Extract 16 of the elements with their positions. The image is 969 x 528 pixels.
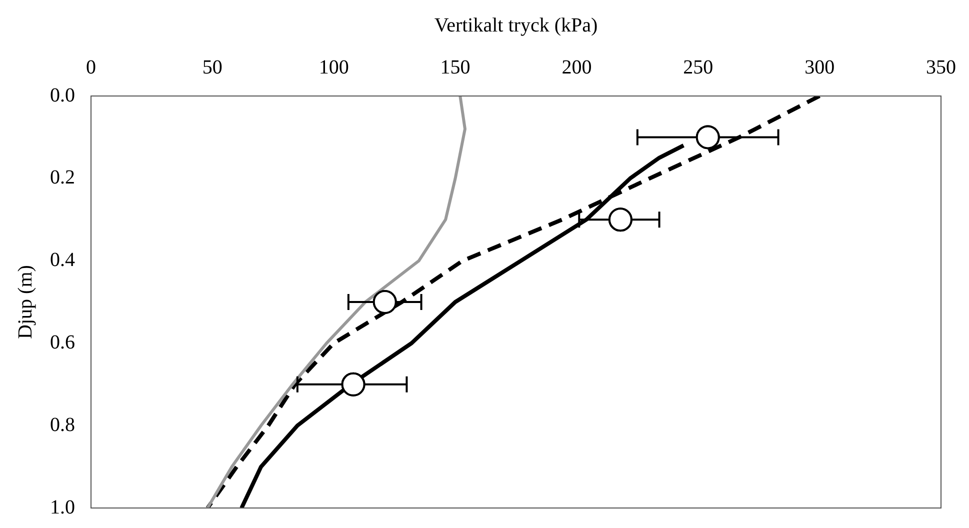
y-axis-title: Djup (m) xyxy=(14,265,36,339)
y-tick-label: 1.0 xyxy=(50,496,75,518)
x-tick-label: 200 xyxy=(562,56,592,78)
x-tick-label: 350 xyxy=(926,56,956,78)
x-axis-title: Vertikalt tryck (kPa) xyxy=(434,14,598,36)
x-tick-label: 100 xyxy=(318,56,349,78)
y-tick-label: 0.0 xyxy=(50,84,75,106)
y-tick-label: 0.6 xyxy=(50,331,75,354)
x-tick-label: 150 xyxy=(440,56,470,78)
x-tick-label: 0 xyxy=(86,56,96,78)
x-tick-label: 250 xyxy=(683,56,714,78)
y-tick-label: 0.2 xyxy=(50,166,75,189)
x-tick-label: 50 xyxy=(202,56,222,78)
y-tick-label: 0.8 xyxy=(50,414,75,436)
y-tick-label: 0.4 xyxy=(50,249,75,272)
x-tick-label: 300 xyxy=(804,56,835,78)
